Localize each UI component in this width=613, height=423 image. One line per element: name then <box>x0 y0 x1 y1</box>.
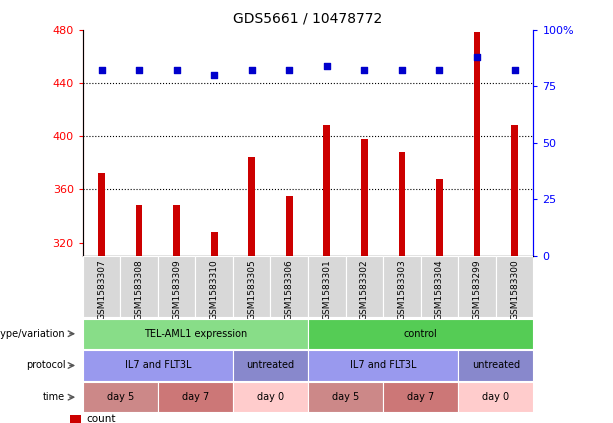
Text: GSM1583302: GSM1583302 <box>360 259 369 320</box>
Text: time: time <box>44 392 66 402</box>
Text: IL7 and FLT3L: IL7 and FLT3L <box>124 360 191 371</box>
Text: GSM1583301: GSM1583301 <box>322 259 331 320</box>
Text: GSM1583306: GSM1583306 <box>285 259 294 320</box>
Bar <box>474 32 481 256</box>
Text: GSM1583310: GSM1583310 <box>210 259 219 320</box>
Text: untreated: untreated <box>246 360 295 371</box>
Bar <box>286 196 292 256</box>
Text: TEL-AML1 expression: TEL-AML1 expression <box>144 329 247 339</box>
Bar <box>511 126 518 256</box>
Title: GDS5661 / 10478772: GDS5661 / 10478772 <box>234 12 383 26</box>
Point <box>397 67 407 74</box>
Text: day 7: day 7 <box>407 392 434 402</box>
Text: GSM1583309: GSM1583309 <box>172 259 181 320</box>
Text: GSM1583300: GSM1583300 <box>510 259 519 320</box>
Text: GSM1583305: GSM1583305 <box>247 259 256 320</box>
Text: untreated: untreated <box>471 360 520 371</box>
Bar <box>173 205 180 256</box>
Text: day 0: day 0 <box>257 392 284 402</box>
Text: day 5: day 5 <box>332 392 359 402</box>
Bar <box>324 126 330 256</box>
FancyBboxPatch shape <box>308 256 346 317</box>
FancyBboxPatch shape <box>270 256 308 317</box>
Bar <box>211 232 218 256</box>
Bar <box>248 157 255 256</box>
Bar <box>135 205 142 256</box>
Text: GSM1583307: GSM1583307 <box>97 259 106 320</box>
Text: GSM1583299: GSM1583299 <box>473 259 481 320</box>
Point <box>435 67 444 74</box>
Bar <box>98 173 105 256</box>
FancyBboxPatch shape <box>158 256 196 317</box>
Point <box>284 67 294 74</box>
Point <box>509 67 519 74</box>
Text: protocol: protocol <box>26 360 66 371</box>
Bar <box>436 179 443 256</box>
FancyBboxPatch shape <box>120 256 158 317</box>
Text: GSM1583308: GSM1583308 <box>135 259 143 320</box>
Text: GSM1583304: GSM1583304 <box>435 259 444 320</box>
FancyBboxPatch shape <box>83 256 120 317</box>
Text: day 5: day 5 <box>107 392 134 402</box>
Text: genotype/variation: genotype/variation <box>0 329 66 339</box>
Point <box>97 67 107 74</box>
Bar <box>70 415 81 423</box>
Point <box>322 63 332 69</box>
FancyBboxPatch shape <box>458 256 496 317</box>
FancyBboxPatch shape <box>496 256 533 317</box>
Text: count: count <box>86 414 115 423</box>
Text: day 7: day 7 <box>182 392 209 402</box>
Bar <box>398 152 405 256</box>
Point <box>134 67 144 74</box>
Text: GSM1583303: GSM1583303 <box>397 259 406 320</box>
FancyBboxPatch shape <box>233 256 270 317</box>
Point <box>472 53 482 60</box>
Point <box>209 71 219 78</box>
FancyBboxPatch shape <box>196 256 233 317</box>
Text: control: control <box>404 329 438 339</box>
Point <box>172 67 181 74</box>
FancyBboxPatch shape <box>421 256 458 317</box>
Point <box>247 67 257 74</box>
Point <box>359 67 369 74</box>
Text: day 0: day 0 <box>482 392 509 402</box>
FancyBboxPatch shape <box>346 256 383 317</box>
Text: IL7 and FLT3L: IL7 and FLT3L <box>350 360 416 371</box>
FancyBboxPatch shape <box>383 256 421 317</box>
Bar <box>361 139 368 256</box>
